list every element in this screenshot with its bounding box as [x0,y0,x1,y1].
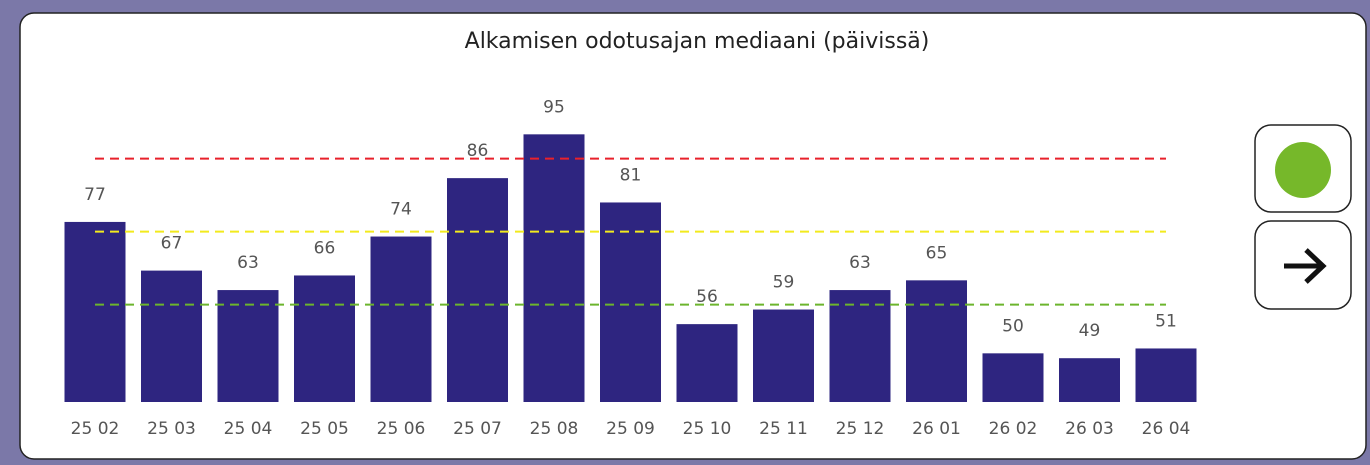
bar [1059,358,1120,402]
bar [600,202,661,402]
bar [294,275,355,402]
x-tick-label: 25 11 [759,419,808,439]
data-label: 56 [696,287,718,307]
bar [1135,348,1197,402]
data-label: 95 [543,97,565,117]
x-tick-label: 26 04 [1142,419,1191,439]
x-tick-label: 25 04 [224,419,273,439]
bar [370,236,432,402]
x-tick-label: 25 12 [836,419,885,439]
data-label: 65 [926,243,948,263]
data-label: 77 [84,185,106,205]
chart-title: Alkamisen odotusajan mediaani (päivissä) [465,29,930,54]
x-tick-label: 25 03 [147,419,196,439]
bar [447,178,508,402]
next-button[interactable] [1254,220,1352,310]
data-label: 51 [1155,311,1177,331]
x-tick-label: 26 01 [912,419,961,439]
data-label: 63 [237,253,259,273]
x-tick-label: 25 09 [606,419,655,439]
data-label: 66 [314,238,336,258]
x-tick-label: 25 05 [300,419,349,439]
bar [523,134,585,403]
x-tick-label: 25 06 [377,419,426,439]
panel [19,12,1367,460]
bar [906,280,967,402]
x-tick-label: 25 10 [683,419,732,439]
bar [141,270,202,402]
x-tick-label: 26 03 [1065,419,1114,439]
status-indicator [1275,142,1331,198]
data-label: 67 [161,234,183,254]
data-label: 63 [849,253,871,273]
x-tick-label: 26 02 [989,419,1038,439]
x-tick-label: 25 07 [453,419,502,439]
data-label: 49 [1079,321,1101,341]
x-tick-label: 25 08 [530,419,579,439]
arrow-icon[interactable] [1284,248,1327,284]
bar [217,290,279,402]
bar [64,221,126,402]
bar [982,353,1044,402]
data-label: 59 [773,273,795,293]
data-label: 81 [620,165,642,185]
data-label: 86 [467,141,489,161]
bar [676,324,738,402]
data-label: 50 [1002,316,1024,336]
x-tick-label: 25 02 [71,419,120,439]
data-label: 74 [390,200,412,220]
bar [829,290,891,402]
bar [753,309,814,402]
